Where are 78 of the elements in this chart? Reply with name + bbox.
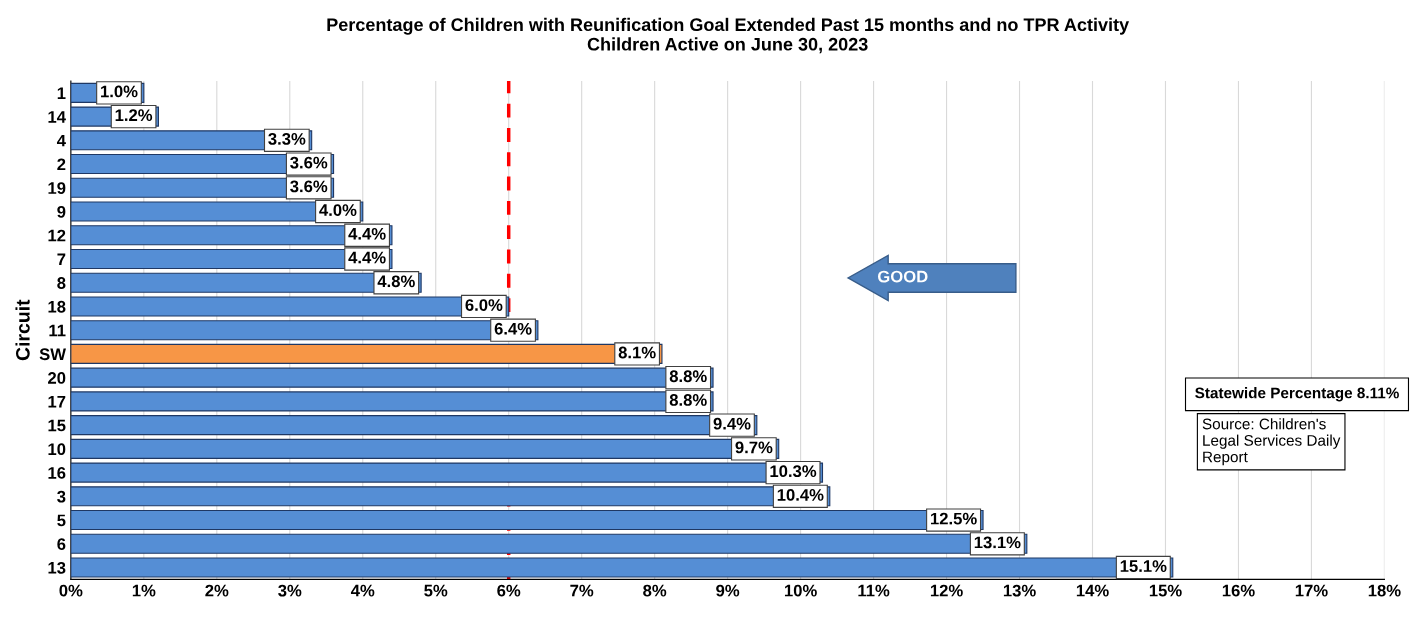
x-tick-label: 15% xyxy=(1149,584,1182,597)
y-tick-label: 1 xyxy=(57,87,66,99)
y-tick-label: 18 xyxy=(48,300,66,313)
x-tick-label: 8% xyxy=(643,584,667,597)
y-tick-label: 17 xyxy=(48,395,66,408)
data-label: 13.1% xyxy=(974,536,1021,549)
bar xyxy=(70,533,1028,554)
bar xyxy=(70,486,831,507)
y-axis-title: Circuit xyxy=(15,299,30,361)
data-label: 8.8% xyxy=(669,394,707,406)
y-tick-label: 10 xyxy=(48,443,66,456)
data-label: 3.3% xyxy=(268,133,306,145)
bar xyxy=(70,296,510,317)
data-label: 4.4% xyxy=(348,251,386,264)
data-label: 3.6% xyxy=(290,156,328,169)
data-label: 3.6% xyxy=(290,180,328,193)
bar xyxy=(70,557,1174,578)
x-tick-label: 16% xyxy=(1222,584,1255,597)
y-tick-label: 3 xyxy=(57,490,66,503)
data-label: 1.0% xyxy=(101,85,138,98)
data-label: 4.0% xyxy=(319,204,357,216)
y-tick-label: 2 xyxy=(57,158,66,171)
x-tick-label: 11% xyxy=(858,584,890,597)
annotation: Source: Children's Legal Services Daily Report xyxy=(1202,418,1341,466)
y-tick-label: 4 xyxy=(56,134,66,147)
y-tick-label: 9 xyxy=(57,205,66,218)
data-label: 4.4% xyxy=(348,227,386,240)
data-label: 10.3% xyxy=(770,465,817,478)
data-label: 10.4% xyxy=(777,489,824,501)
y-tick-label: 16 xyxy=(48,466,66,479)
x-tick-label: 13% xyxy=(1003,584,1036,597)
bar xyxy=(70,367,714,388)
bar xyxy=(70,438,780,459)
data-label: 8.1% xyxy=(618,346,656,359)
x-tick-label: 4% xyxy=(350,584,375,597)
y-tick-label: 13 xyxy=(48,561,66,574)
bar xyxy=(70,320,539,341)
annotation: GOOD xyxy=(877,270,928,283)
chart-title: Percentage of Children with Reunification Goal Extended Past 15 months and no TPR Activity Children Active on June 30, 2023 xyxy=(327,17,1130,54)
bar xyxy=(70,415,758,436)
bar xyxy=(70,510,984,531)
annotation: Statewide Percentage 8.11% xyxy=(1195,387,1399,402)
x-tick-label: 18% xyxy=(1368,584,1401,597)
y-tick-label: 12 xyxy=(48,229,66,242)
y-tick-label: 5 xyxy=(57,514,66,527)
data-label: 8.8% xyxy=(669,370,707,383)
data-label: 15.1% xyxy=(1120,560,1167,572)
y-tick-label: 14 xyxy=(48,111,66,123)
x-tick-label: 12% xyxy=(930,584,963,597)
data-label: 9.7% xyxy=(735,441,773,454)
y-tick-label: 11 xyxy=(49,324,66,337)
y-tick-label: 20 xyxy=(48,372,66,384)
bar xyxy=(70,391,714,412)
data-label: 1.2% xyxy=(115,109,153,122)
x-tick-label: 10% xyxy=(784,584,817,597)
y-tick-label: 15 xyxy=(48,419,66,432)
x-tick-label: 1% xyxy=(132,584,156,597)
y-tick-label: 7 xyxy=(57,253,66,266)
x-tick-label: 9% xyxy=(716,584,740,597)
data-label: 6.0% xyxy=(465,299,503,311)
y-tick-label: SW xyxy=(39,348,66,361)
y-tick-label: 8 xyxy=(57,277,66,289)
x-tick-label: 5% xyxy=(424,584,448,597)
x-tick-label: 14% xyxy=(1076,584,1109,597)
x-tick-label: 7% xyxy=(570,584,594,597)
bar xyxy=(70,343,663,364)
data-label: 12.5% xyxy=(931,512,977,525)
y-tick-label: 19 xyxy=(48,182,66,194)
bar xyxy=(70,462,824,483)
x-tick-label: 0% xyxy=(59,584,83,597)
x-tick-label: 17% xyxy=(1295,584,1328,597)
data-label: 6.4% xyxy=(494,322,532,335)
x-tick-label: 6% xyxy=(497,584,521,597)
x-tick-label: 3% xyxy=(278,584,302,597)
y-tick-label: 6 xyxy=(57,538,66,550)
data-label: 4.8% xyxy=(377,275,415,288)
x-tick-label: 2% xyxy=(205,584,229,597)
data-label: 9.4% xyxy=(713,417,751,430)
